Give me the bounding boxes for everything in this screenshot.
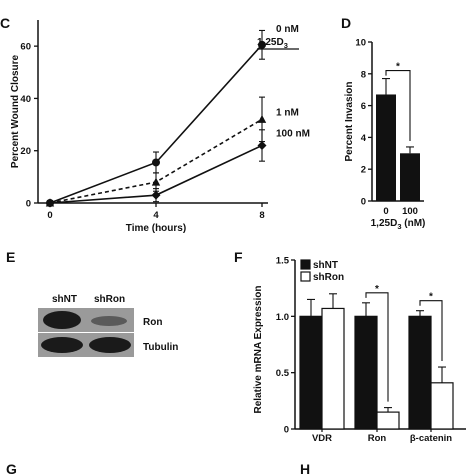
legend-swatch-shron	[300, 271, 311, 282]
panel-letter-c: C	[0, 15, 10, 31]
panel-letter-f: F	[234, 249, 243, 265]
blot-row-label-tubulin: Tubulin	[143, 342, 178, 353]
blot-row-label-ron: Ron	[143, 317, 162, 328]
y-tick-label: 6	[361, 101, 366, 112]
blot-lane-label-shnt: shNT	[52, 294, 77, 305]
y-tick-label: 0	[284, 425, 289, 436]
significance-star: *	[375, 284, 379, 295]
y-axis-label: Relative mRNA Expression	[253, 285, 264, 413]
significance-bracket	[385, 70, 411, 141]
x-tick-label: 0	[47, 210, 52, 221]
y-tick-label: 60	[20, 42, 31, 53]
wound-closure-line-chart: 0 20 40 60 0 4 8 Time (hours) Percent Wound Clos…	[10, 20, 310, 234]
significance-star: *	[429, 292, 433, 303]
panel-letter-g: G	[6, 461, 17, 474]
bar-shron-vdr	[321, 307, 345, 430]
y-tick-label: 0	[26, 199, 31, 210]
x-axis-label: Time (hours)	[126, 223, 186, 234]
legend-label-shron: shRon	[313, 272, 344, 283]
y-tick-label: 8	[361, 69, 366, 80]
y-tick-label: 4	[361, 133, 367, 144]
panel-letter-h: H	[300, 461, 310, 474]
bar-shnt-ron	[354, 315, 378, 430]
data-point-100-nm	[257, 140, 267, 150]
legend-title: 1,25D3	[257, 37, 288, 50]
western-blot: shNT shRon Ron Tubulin	[38, 294, 178, 357]
series-label-1-nm: 1 nM	[276, 107, 299, 118]
bar-shron-catenin	[430, 382, 454, 430]
series-label-0-nm: 0 nM	[276, 24, 299, 35]
x-tick-label: 4	[153, 210, 159, 221]
blot-band-ron-shron	[91, 316, 127, 326]
y-tick-label: 0	[361, 197, 366, 208]
series-label-100-nm: 100 nM	[276, 128, 310, 139]
x-tick-label: β-catenin	[410, 433, 452, 444]
y-tick-label: 40	[20, 94, 31, 105]
blot-band-tubulin-shnt	[41, 337, 83, 353]
mrna-expression-bar-chart: 0 0.5 1.0 1.5 Relative mRNA Expression VDR Ron…	[253, 256, 466, 444]
y-tick-label: 10	[355, 38, 366, 49]
x-tick-label: 8	[259, 210, 264, 221]
x-tick-label: VDR	[312, 433, 332, 444]
y-axis-label: Percent Invasion	[344, 81, 355, 161]
bar-shnt-vdr	[299, 315, 323, 430]
bar-100	[400, 153, 420, 201]
x-tick-label: Ron	[368, 433, 387, 444]
panel-letter-d: D	[341, 15, 351, 31]
y-axis-label: Percent Wound Closure	[10, 54, 21, 168]
data-point-0-nm	[152, 158, 160, 167]
data-point-1-nm	[257, 114, 267, 123]
bar-0	[376, 94, 396, 201]
legend-swatch-shnt	[300, 259, 311, 270]
panel-letter-e: E	[6, 249, 15, 265]
blot-band-ron-shnt	[43, 311, 81, 329]
x-tick-label: 0	[383, 206, 388, 217]
data-point-100-nm	[151, 190, 161, 200]
blot-band-tubulin-shron	[89, 337, 131, 353]
data-point-100-nm	[45, 198, 55, 208]
y-tick-label: 2	[361, 165, 366, 176]
significance-bracket	[419, 300, 443, 362]
x-tick-label: 100	[402, 206, 418, 217]
invasion-bar-chart: 0 2 4 6 8 10 Percent Invasion 0 100 * 1,25D3 (nM)	[344, 38, 425, 232]
y-tick-label: 1.0	[276, 312, 289, 323]
significance-star: *	[396, 62, 400, 73]
y-tick-label: 20	[20, 146, 31, 157]
bar-shnt-catenin	[408, 315, 432, 430]
y-tick-label: 1.5	[276, 256, 290, 267]
legend-label-shnt: shNT	[313, 260, 338, 271]
data-point-1-nm	[151, 177, 161, 186]
x-axis-label: 1,25D3 (nM)	[371, 218, 426, 231]
blot-lane-label-shron: shRon	[94, 294, 125, 305]
significance-bracket	[365, 292, 389, 402]
data-point-0-nm	[258, 40, 266, 49]
y-tick-label: 0.5	[276, 368, 290, 379]
bar-shron-ron	[376, 411, 400, 430]
